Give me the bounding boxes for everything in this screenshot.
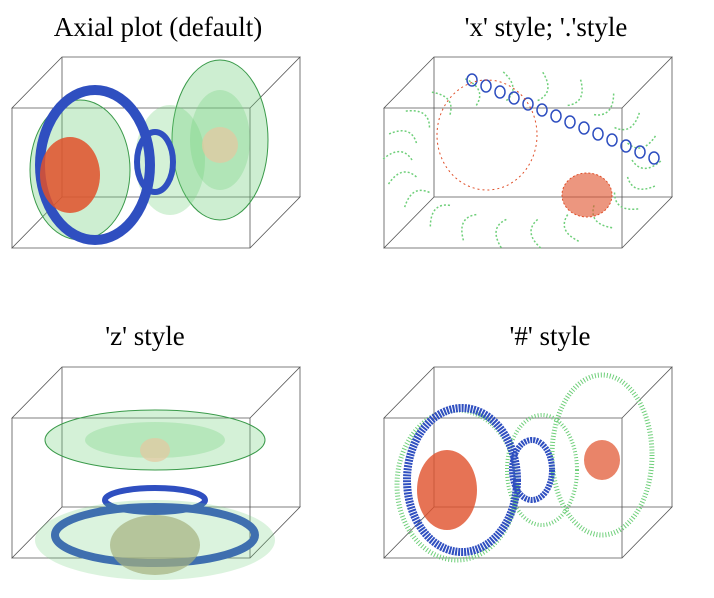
surface (620, 139, 632, 153)
panel-title: Axial plot (default) (54, 12, 262, 42)
streamline (381, 150, 413, 161)
surface (509, 437, 555, 503)
box-top (383, 366, 673, 419)
surface (508, 91, 520, 105)
streamline (537, 70, 549, 102)
surface (505, 413, 579, 527)
surface (494, 85, 506, 99)
panel (383, 366, 673, 563)
streamline (495, 218, 507, 250)
streamline (613, 192, 640, 210)
surface (35, 85, 155, 245)
surface (35, 500, 275, 580)
streamline (404, 110, 431, 128)
streamline (429, 204, 451, 229)
panel (11, 56, 301, 249)
surface (578, 121, 590, 135)
surface (522, 97, 534, 111)
surface (480, 79, 492, 93)
streamline (593, 91, 615, 116)
surface (584, 440, 620, 480)
surface (592, 127, 604, 141)
streamline (501, 70, 514, 102)
streamline (530, 218, 543, 250)
panel-title: '#' style (510, 321, 591, 351)
panel (381, 56, 673, 250)
surface (606, 133, 618, 147)
surface (202, 127, 238, 163)
surface (417, 450, 477, 530)
streamline (461, 213, 477, 243)
streamline (631, 159, 663, 170)
surface (634, 145, 646, 159)
surface (549, 372, 655, 538)
panel-title: 'x' style; '.'style (465, 12, 628, 42)
streamline (614, 111, 641, 131)
panel-title: 'z' style (105, 321, 184, 351)
surface (561, 172, 613, 218)
streamline (403, 189, 430, 209)
streamline (463, 77, 481, 106)
surface (403, 404, 521, 556)
surface (40, 137, 100, 213)
streamline (626, 176, 657, 190)
surface (648, 151, 660, 165)
box-top (383, 56, 673, 109)
surface (140, 438, 170, 462)
surface (564, 115, 576, 129)
surface (550, 109, 562, 123)
surface (102, 485, 208, 515)
streamline (387, 171, 417, 186)
panel (11, 366, 301, 580)
streamline (567, 77, 583, 107)
surface (466, 73, 478, 87)
box-bottom (383, 196, 673, 249)
streamline (430, 91, 452, 115)
streamline (387, 130, 418, 144)
surface (536, 103, 548, 117)
streamline (563, 214, 581, 243)
surface (436, 79, 538, 191)
surface (110, 515, 200, 575)
surface (134, 129, 176, 195)
